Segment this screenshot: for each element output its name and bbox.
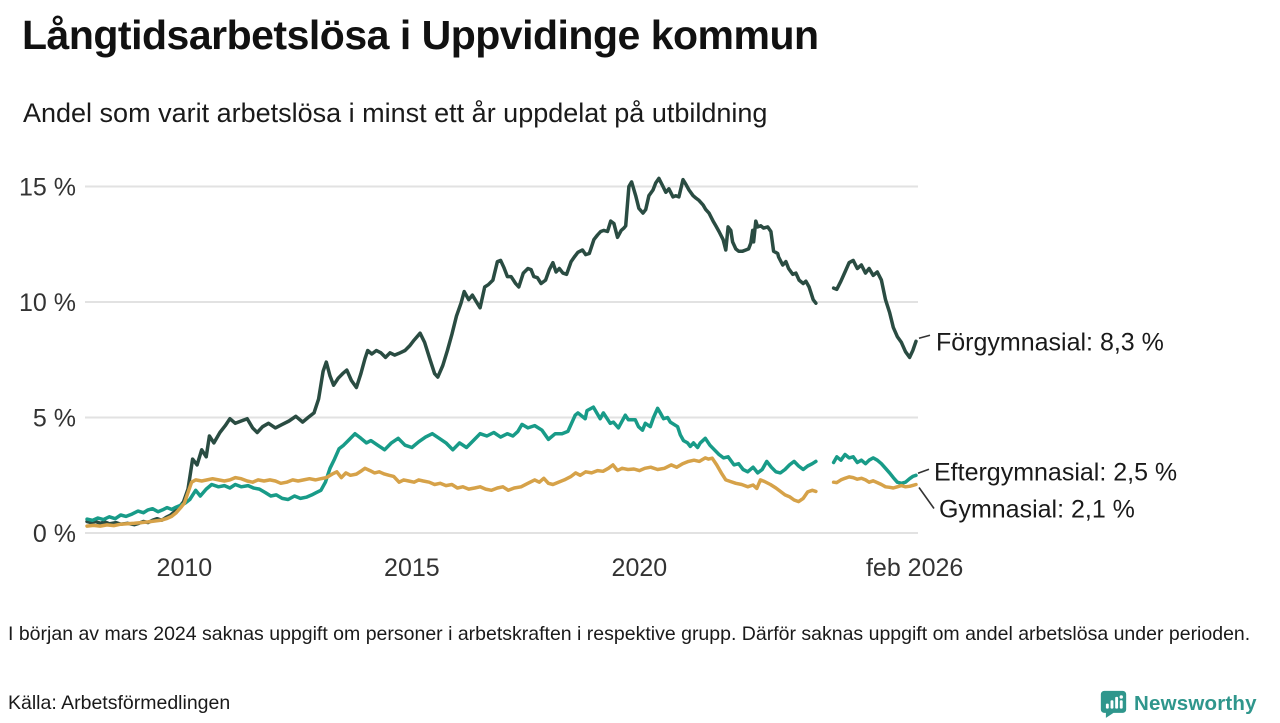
newsworthy-logo: Newsworthy: [1100, 689, 1275, 719]
chart-footnote: I början av mars 2024 saknas uppgift om …: [8, 623, 1251, 645]
series-line-eftergymnasial: [831, 452, 918, 486]
label-leader-line: [918, 334, 931, 340]
label-leader-line: [918, 487, 935, 509]
series-line-gymnasial: [831, 475, 918, 490]
series-end-label: Gymnasial: 2,1 %: [939, 495, 1135, 523]
series-line-gymnasial: [85, 456, 818, 528]
series-end-label: Förgymnasial: 8,3 %: [936, 328, 1164, 356]
series-line-eftergymnasial: [85, 405, 818, 523]
newsworthy-icon: [1100, 690, 1127, 718]
y-axis-tick-label: 10 %: [19, 289, 76, 317]
y-axis-tick-label: 0 %: [33, 520, 76, 548]
series-end-label: Eftergymnasial: 2,5 %: [934, 458, 1177, 486]
source-text: Källa: Arbetsförmedlingen: [8, 692, 231, 714]
chart-subtitle: Andel som varit arbetslösa i minst ett å…: [23, 98, 768, 128]
label-leader-line: [917, 468, 930, 475]
newsworthy-logo-text: Newsworthy: [1134, 692, 1257, 715]
x-axis-tick-label: 2020: [612, 554, 668, 582]
series-line-förgymnasial: [831, 258, 918, 360]
y-axis-tick-label: 15 %: [19, 174, 76, 202]
x-axis-tick-label: 2010: [157, 554, 213, 582]
x-axis-tick-label: feb 2026: [866, 554, 963, 582]
x-axis-tick-label: 2015: [384, 554, 440, 582]
y-axis-tick-label: 5 %: [33, 405, 76, 433]
series-line-förgymnasial: [85, 176, 818, 527]
page-title: Långtidsarbetslösa i Uppvidinge kommun: [22, 12, 819, 58]
